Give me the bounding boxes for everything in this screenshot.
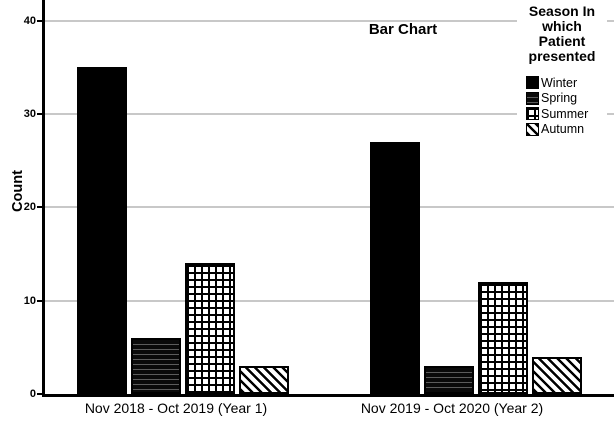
y-tick-label-30: 30 [23, 107, 36, 120]
gridline-10 [45, 299, 614, 302]
legend-item-autumn: Autumn [517, 122, 607, 138]
legend-item-summer: Summer [517, 106, 607, 122]
legend-title-line-2: which [542, 18, 582, 34]
bar-winter-group2 [370, 142, 420, 394]
legend-swatch-winter-icon [526, 76, 539, 90]
y-tick-label-40: 40 [23, 14, 36, 27]
legend-title-line-3: Patient [538, 33, 586, 49]
legend-item-spring: Spring [517, 91, 607, 107]
bar-spring-group1 [131, 338, 181, 394]
legend-label-autumn: Autumn [541, 122, 585, 137]
legend-label-winter: Winter [541, 75, 578, 90]
bar-summer-group1 [185, 263, 235, 394]
legend-label-spring: Spring [541, 91, 578, 106]
gridline-40 [45, 19, 614, 22]
legend: Season In which Patient presented Winter Spr… [517, 2, 607, 141]
y-tick-mark-30 [37, 112, 42, 115]
x-category-label-1: Nov 2018 - Oct 2019 (Year 1) [84, 400, 268, 416]
x-category-label-2: Nov 2019 - Oct 2020 (Year 2) [360, 400, 544, 416]
legend-swatch-spring-icon [526, 91, 539, 105]
legend-title: Season In which Patient presented [517, 4, 607, 64]
y-tick-label-20: 20 [23, 201, 36, 214]
bar-autumn-group2 [532, 357, 582, 394]
x-axis-line [42, 394, 614, 397]
y-tick-mark-10 [37, 299, 42, 302]
y-tick-label-0: 0 [29, 388, 36, 400]
legend-swatch-autumn-icon [526, 122, 539, 136]
bar-winter-group1 [77, 67, 127, 394]
bar-spring-group2 [424, 366, 474, 394]
bar-autumn-group1 [239, 366, 289, 394]
legend-title-line-1: Season In [528, 3, 596, 19]
legend-title-line-4: presented [528, 48, 596, 64]
y-tick-label-10: 10 [23, 294, 36, 307]
gridline-30 [45, 112, 614, 115]
y-tick-mark-0 [37, 393, 42, 395]
legend-items: Winter Spring Summer Autumn [517, 75, 607, 137]
legend-label-summer: Summer [541, 106, 589, 121]
bar-summer-group2 [478, 282, 528, 394]
legend-item-winter: Winter [517, 75, 607, 91]
legend-swatch-summer-icon [526, 107, 539, 121]
y-axis-line [42, 0, 45, 397]
gridline-20 [45, 206, 614, 209]
y-tick-mark-40 [37, 19, 42, 22]
chart-title: Bar Chart [368, 21, 438, 38]
y-tick-mark-20 [37, 206, 42, 209]
